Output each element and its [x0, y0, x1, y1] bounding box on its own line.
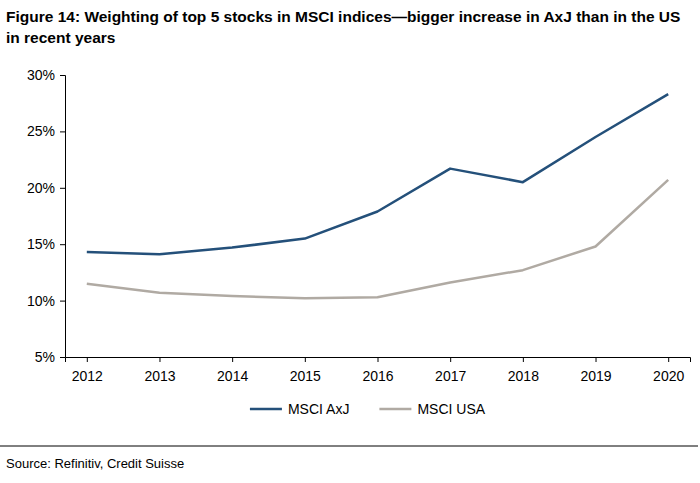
source-rule — [0, 446, 698, 447]
y-tick-label: 15% — [27, 236, 55, 252]
x-tick-mark — [450, 357, 451, 362]
y-tick-label: 30% — [27, 67, 55, 83]
x-tick: 2017 — [435, 357, 466, 384]
x-tick-mark — [87, 357, 88, 362]
y-axis-line — [60, 76, 66, 358]
x-tick-mark — [596, 357, 597, 362]
legend-swatch — [379, 408, 411, 411]
y-tick-mark — [60, 301, 65, 302]
x-tick: 2019 — [580, 357, 611, 384]
title-line: in recent years — [6, 29, 115, 46]
series-line — [87, 94, 668, 254]
x-tick-mark — [232, 357, 233, 362]
x-tick: 2014 — [217, 357, 248, 384]
x-tick-mark — [523, 357, 524, 362]
y-tick: 10% — [27, 293, 65, 309]
x-tick: 2012 — [72, 357, 103, 384]
x-tick-label: 2018 — [508, 368, 539, 384]
legend-label: MSCI AxJ — [288, 401, 349, 417]
y-tick: 5% — [35, 349, 65, 365]
y-tick: 25% — [27, 123, 65, 139]
x-tick-label: 2019 — [580, 368, 611, 384]
y-tick-mark — [60, 357, 65, 358]
x-tick-label: 2014 — [217, 368, 248, 384]
x-tick-label: 2016 — [362, 368, 393, 384]
y-tick: 15% — [27, 236, 65, 252]
y-tick-label: 10% — [27, 293, 55, 309]
legend-item: MSCI USA — [379, 401, 485, 417]
legend-swatch — [250, 408, 282, 411]
series-line — [87, 180, 668, 298]
x-tick: 2020 — [653, 357, 684, 384]
x-tick: 2015 — [290, 357, 321, 384]
source: Source: Refinitiv, Credit Suisse — [6, 456, 184, 471]
title: Figure 14: Weighting of top 5 stocks in … — [6, 8, 680, 46]
y-tick-mark — [60, 131, 65, 132]
y-tick-mark — [60, 244, 65, 245]
x-axis-line — [66, 358, 691, 363]
x-tick-mark — [159, 357, 160, 362]
chart: Figure 14: Weighting of top 5 stocks in … — [0, 0, 700, 483]
x-axis: 2012 2013 2014 2015 2016 2017 2018 2019 2020 — [66, 357, 691, 384]
legend: MSCI AxJ MSCI USA — [250, 401, 486, 417]
y-tick: 20% — [27, 180, 65, 196]
x-tick: 2018 — [508, 357, 539, 384]
y-axis: 5% 10% 15% 20% 25% 30% — [27, 67, 66, 365]
x-tick-mark — [378, 357, 379, 362]
y-tick-label: 20% — [27, 180, 55, 196]
y-tick: 30% — [27, 67, 65, 83]
x-tick-label: 2017 — [435, 368, 466, 384]
plot-area — [87, 94, 668, 298]
y-tick-mark — [60, 75, 65, 76]
x-tick-mark — [668, 357, 669, 362]
x-tick-label: 2013 — [144, 368, 175, 384]
x-tick-mark — [305, 357, 306, 362]
y-tick-mark — [60, 188, 65, 189]
x-tick-label: 2012 — [72, 368, 103, 384]
legend-label: MSCI USA — [417, 401, 485, 417]
y-tick-label: 25% — [27, 123, 55, 139]
y-tick-label: 5% — [35, 349, 55, 365]
x-tick: 2016 — [362, 357, 393, 384]
x-tick: 2013 — [144, 357, 175, 384]
title-line: Figure 14: Weighting of top 5 stocks in … — [6, 8, 680, 25]
x-tick-label: 2015 — [290, 368, 321, 384]
legend-item: MSCI AxJ — [250, 401, 349, 417]
x-tick-label: 2020 — [653, 368, 684, 384]
